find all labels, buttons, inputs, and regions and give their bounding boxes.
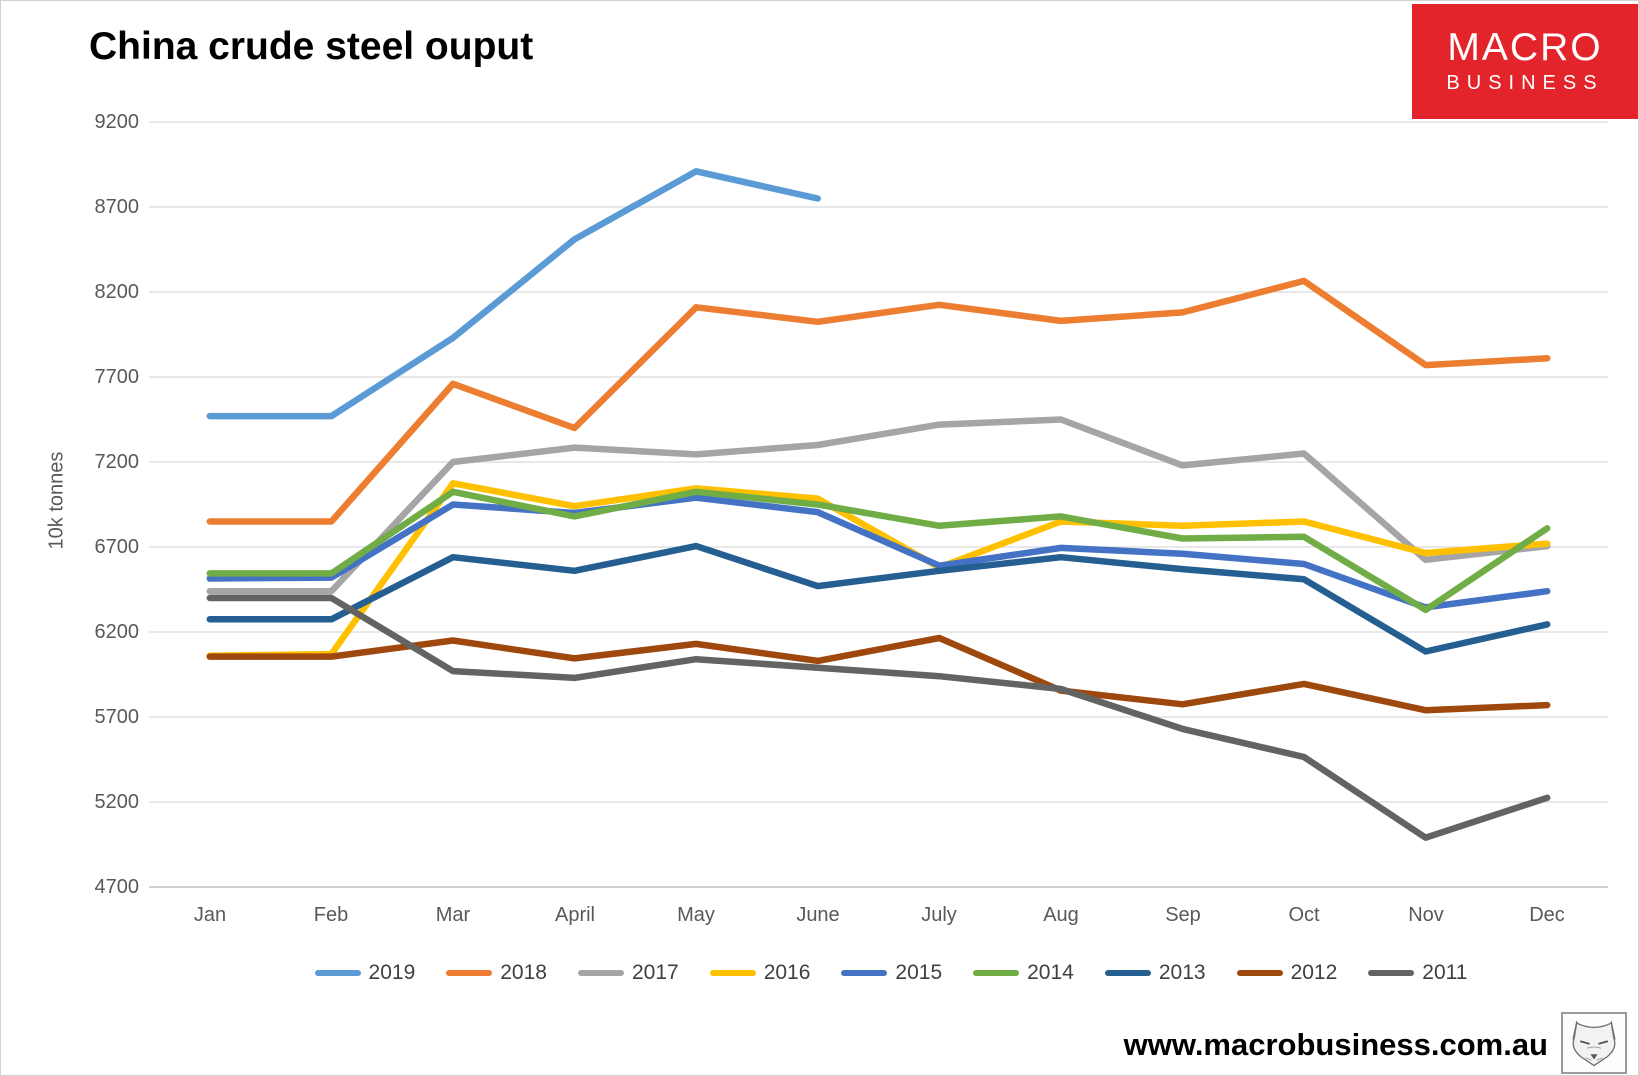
y-tick-6200: 6200 [94, 621, 140, 643]
series-line-2018 [206, 277, 1551, 525]
x-tick-oct: Oct [1288, 904, 1320, 926]
series-line-2014 [206, 488, 1551, 614]
legend-swatch-2019 [314, 970, 361, 976]
legend-swatch-2017 [577, 970, 624, 976]
series-line-2015 [206, 494, 1551, 611]
y-tick-5200: 5200 [94, 791, 140, 813]
x-tick-jun: June [796, 904, 840, 926]
series-line-2017 [206, 416, 1551, 595]
chart-legend: 2019 2018 2017 2016 2015 2014 2013 2012 [161, 961, 1621, 985]
x-tick-nov: Nov [1408, 904, 1444, 926]
legend-item-2012: 2012 [1236, 961, 1338, 985]
series-line-2013 [206, 542, 1551, 655]
legend-label: 2017 [631, 961, 679, 984]
wolf-logo-box [1561, 1012, 1627, 1074]
legend-item-2015: 2015 [841, 961, 942, 985]
legend-swatch-2016 [709, 970, 756, 976]
series-line-2012 [206, 634, 1551, 714]
legend-swatch-2013 [1104, 970, 1151, 976]
legend-item-2016: 2016 [709, 961, 811, 985]
wolf-sketch-icon [1572, 1020, 1616, 1067]
y-tick-8700: 8700 [94, 196, 140, 218]
website-url: www.macrobusiness.com.au [1123, 1027, 1548, 1062]
x-tick-jul: July [921, 904, 957, 926]
chart-title: China crude steel ouput [89, 25, 534, 68]
macrobusiness-logo: MACRO BUSINESS [1412, 4, 1638, 119]
logo-line-macro: MACRO [1447, 26, 1603, 70]
legend-swatch-2015 [841, 970, 888, 976]
y-tick-9200: 9200 [94, 111, 140, 133]
series-line-2016 [206, 480, 1551, 660]
legend-label: 2012 [1290, 961, 1338, 984]
legend-label: 2019 [368, 961, 416, 984]
x-tick-aug: Aug [1043, 904, 1079, 926]
legend-item-2017: 2017 [577, 961, 679, 985]
legend-label: 2014 [1027, 961, 1074, 984]
legend-item-2011: 2011 [1368, 961, 1467, 985]
x-tick-mar: Mar [435, 904, 471, 926]
legend-swatch-2014 [973, 970, 1020, 976]
logo-line-business: BUSINESS [1446, 71, 1604, 94]
series-line-2019 [206, 168, 821, 420]
x-tick-may: May [677, 904, 715, 926]
legend-swatch-2018 [446, 970, 493, 976]
y-tick-5700: 5700 [94, 706, 140, 728]
legend-swatch-2012 [1236, 970, 1283, 976]
legend-label: 2016 [763, 961, 811, 984]
series-line-2011 [206, 594, 1551, 841]
x-tick-jan: Jan [193, 904, 227, 926]
x-tick-apr: April [554, 904, 596, 926]
y-tick-8200: 8200 [94, 281, 140, 303]
legend-label: 2011 [1422, 961, 1468, 984]
legend-item-2018: 2018 [446, 961, 547, 985]
legend-label: 2015 [895, 961, 943, 984]
legend-item-2013: 2013 [1104, 961, 1206, 985]
x-tick-dec: Dec [1529, 904, 1565, 926]
legend-label: 2018 [500, 961, 547, 984]
x-tick-sep: Sep [1165, 904, 1201, 926]
y-tick-7200: 7200 [94, 451, 140, 473]
x-tick-feb: Feb [313, 904, 349, 926]
y-tick-4700: 4700 [94, 876, 140, 898]
legend-item-2019: 2019 [314, 961, 416, 985]
y-tick-6700: 6700 [94, 536, 140, 558]
legend-swatch-2011 [1368, 970, 1415, 976]
legend-item-2014: 2014 [973, 961, 1074, 985]
y-tick-7700: 7700 [94, 366, 140, 388]
legend-label: 2013 [1158, 961, 1206, 984]
